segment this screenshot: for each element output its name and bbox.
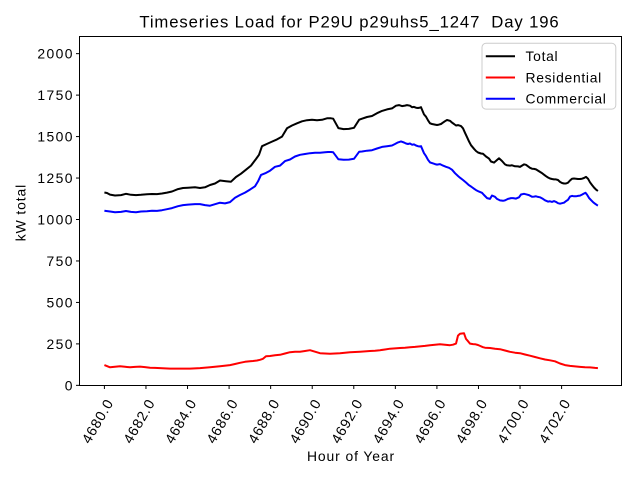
svg-text:Hour of Year: Hour of Year (307, 448, 395, 464)
svg-text:0: 0 (65, 377, 74, 393)
svg-text:2000: 2000 (37, 46, 74, 62)
svg-text:Residential: Residential (526, 69, 602, 85)
svg-text:1250: 1250 (37, 170, 74, 186)
svg-text:500: 500 (47, 294, 74, 310)
svg-text:kW total: kW total (12, 184, 28, 241)
svg-text:250: 250 (47, 336, 74, 352)
svg-text:1750: 1750 (37, 87, 74, 103)
svg-text:Commercial: Commercial (526, 91, 607, 107)
svg-text:Total: Total (526, 48, 559, 64)
svg-text:1000: 1000 (37, 211, 74, 227)
svg-text:1500: 1500 (37, 128, 74, 144)
svg-text:750: 750 (47, 253, 74, 269)
svg-text:Timeseries Load for P29U p29uh: Timeseries Load for P29U p29uhs5_1247 Da… (139, 13, 559, 32)
